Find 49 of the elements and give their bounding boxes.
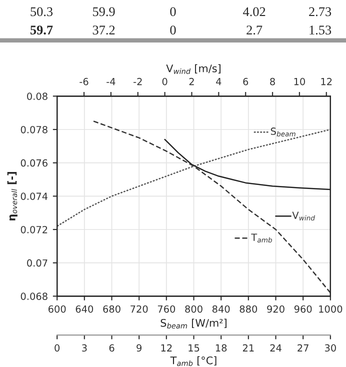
x2-tick-label: -2 [134, 78, 142, 86]
y-tick-label: 0.076 [20, 159, 48, 167]
x2-tick-label: 0 [162, 78, 168, 86]
x2-tick-label: 6 [243, 78, 248, 86]
x-tick-label: 600 [48, 305, 66, 313]
x2-tick-label: -6 [80, 78, 88, 86]
x-tick-label: 15 [188, 344, 200, 352]
x-tick-label: 21 [242, 344, 254, 352]
x-tick-label: 24 [270, 344, 282, 352]
x-tick-label: 9 [136, 344, 142, 352]
legend-label: S$_{beam}$ [270, 128, 296, 136]
x2-tick-label: 4 [216, 78, 222, 86]
text: 50.3 59.9 0 4.02 2.73 [30, 7, 332, 16]
x-tick-label: 920 [267, 305, 284, 313]
x-axis-title: S$_{beam}$ [W/m²] [160, 318, 226, 328]
x-tick-label: 30 [324, 344, 336, 352]
x2-tick-label: 12 [321, 78, 332, 86]
x-tick-label: 0 [54, 344, 60, 352]
y-tick-label: 0.072 [20, 226, 48, 234]
x2-tick-label: -4 [106, 78, 116, 86]
x-tick-label: 720 [130, 305, 148, 313]
x-tick-label: 880 [240, 305, 258, 313]
text: 59.7 37.2 0 2.7 1.53 [30, 26, 332, 35]
x2-tick-label: 8 [270, 78, 275, 86]
x-tick-label: 18 [216, 344, 227, 352]
y-tick-label: 0.074 [20, 192, 48, 200]
x-tick-label: 760 [158, 305, 176, 313]
x-tick-label: 6 [109, 344, 114, 352]
x2-tick-label: 10 [294, 78, 305, 86]
x2-tick-label: 2 [189, 78, 194, 86]
x-tick-label: 27 [298, 344, 308, 352]
legend-label: T$_{amb}$ [251, 234, 272, 243]
line-series [57, 128, 330, 227]
x2-axis-title: V$_{wind}$ [m/s] [166, 64, 220, 74]
y-tick-label: 0.07 [27, 259, 48, 267]
x-tick-label: 12 [161, 344, 172, 352]
x-tick-label: 960 [294, 305, 312, 313]
x-tick-label: 680 [103, 305, 120, 313]
y-tick-label: 0.068 [20, 292, 48, 300]
x-axis-title: T$_{amb}$ [°C] [170, 356, 216, 366]
y-tick-label: 0.08 [27, 92, 48, 100]
x-tick-label: 800 [185, 305, 202, 313]
y-axis-title: η$_{overall}$ [-] [7, 172, 18, 220]
x-tick-label: 640 [76, 305, 94, 313]
x-tick-label: 840 [212, 305, 230, 313]
y-tick-label: 0.078 [20, 126, 48, 134]
legend-label: V$_{wind}$ [292, 212, 316, 221]
x-tick-label: 3 [82, 344, 87, 352]
x-tick-label: 1000 [319, 305, 342, 313]
